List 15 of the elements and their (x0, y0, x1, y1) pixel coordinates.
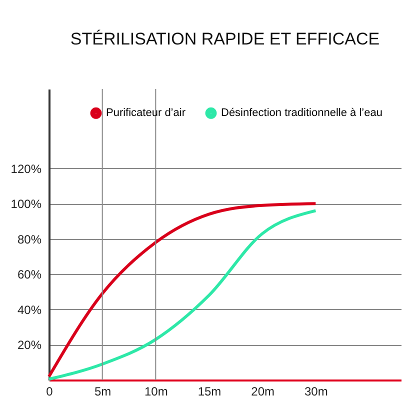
x-tick-label: 30m (304, 384, 328, 398)
x-tick-label: 15m (198, 384, 222, 398)
y-tick-label: 100% (10, 197, 42, 212)
y-tick-label: 20% (17, 338, 42, 352)
x-tick-label: 0 (46, 384, 54, 398)
y-tick-label: 80% (17, 232, 42, 246)
y-tick-label: 120% (10, 162, 42, 176)
x-tick-label: 5m (94, 384, 112, 398)
x-tick-label: 20m (251, 384, 275, 398)
x-tick-label: 10m (144, 384, 168, 398)
chart-title: STÉRILISATION RAPIDE ET EFFICACE (70, 30, 380, 48)
y-tick-label: 40% (17, 302, 42, 317)
legend-label: Purificateur d’air (106, 107, 186, 120)
legend-label: Désinfection traditionnelle à l’eau (221, 107, 382, 120)
y-tick-label: 60% (17, 268, 42, 282)
